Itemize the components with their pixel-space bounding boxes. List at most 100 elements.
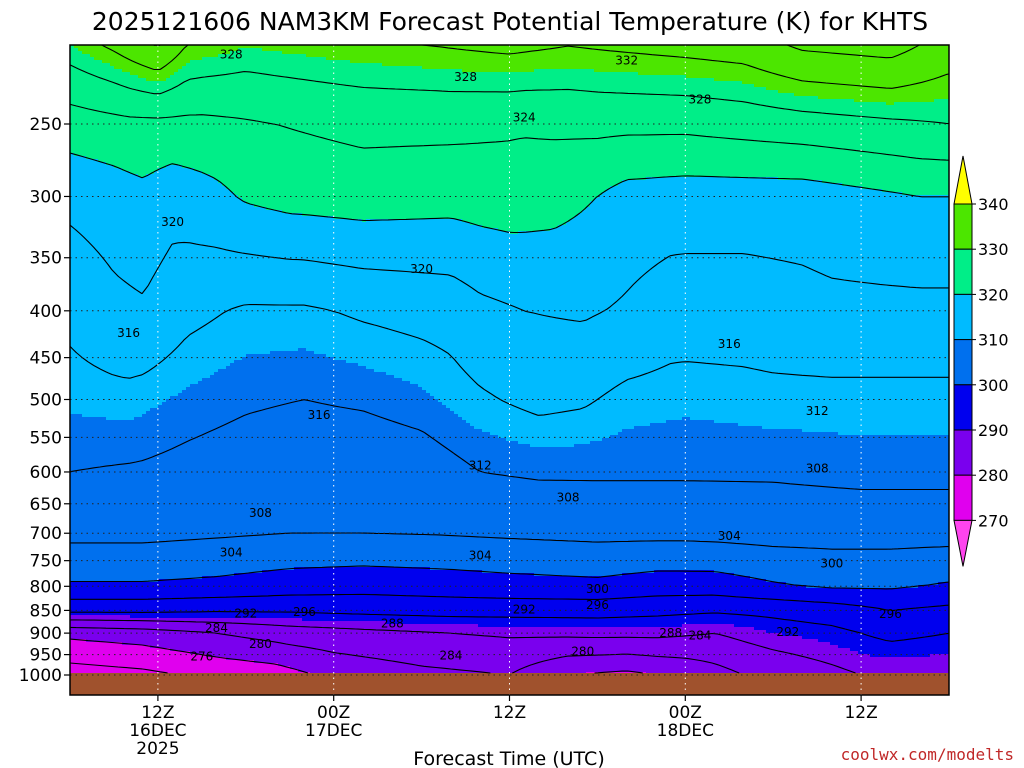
isentrope-332 [101, 45, 949, 89]
y-tick-label: 400 [30, 302, 62, 322]
colorbar-segment [953, 339, 973, 386]
y-tick-label: 600 [30, 463, 62, 483]
contour-label: 296 [293, 605, 316, 619]
contour-label: 288 [381, 616, 404, 630]
isentrope-284 [70, 626, 740, 674]
colorbar-label: 290 [978, 421, 1009, 440]
colorbar-segment [953, 474, 973, 521]
contour-label: 284 [439, 648, 462, 662]
contour-label: 332 [615, 53, 638, 67]
contour-label: 312 [469, 458, 492, 472]
x-tick-label: 12Z [141, 703, 174, 723]
x-tick-label: 18DEC [657, 721, 714, 741]
contour-label: 300 [820, 556, 843, 570]
isentrope-292 [70, 611, 949, 642]
contour-label: 312 [806, 404, 829, 418]
isentrope-316 [70, 224, 949, 323]
isentrope-300 [70, 565, 949, 590]
contour-label: 328 [220, 48, 243, 62]
y-tick-label: 250 [30, 115, 62, 135]
isentrope-308 [70, 399, 949, 491]
colorbar-segment [953, 384, 973, 431]
temperature-fill [70, 45, 949, 695]
x-axis-label: Forecast Time (UTC) [413, 748, 604, 768]
contour-label: 316 [718, 337, 741, 351]
contour-label: 320 [161, 215, 184, 229]
contour-label: 284 [688, 628, 711, 642]
y-tick-label: 450 [30, 349, 62, 369]
contour-label: 280 [249, 637, 272, 651]
y-tick-label: 500 [30, 391, 62, 411]
y-tick-label: 750 [30, 552, 62, 572]
colorbar-label: 270 [978, 511, 1009, 530]
grid [70, 45, 949, 695]
isentrope-contours [70, 45, 949, 674]
isentrope-324 [70, 103, 949, 161]
contour-label: 292 [776, 625, 799, 639]
contour-label: 304 [220, 546, 243, 560]
contour-label: 280 [571, 644, 594, 658]
y-tick-label: 550 [30, 428, 62, 448]
colorbar: 340 330 320 310 300 290 280 270 [953, 155, 1009, 567]
isentrope-296 [70, 593, 949, 612]
contour-label: 284 [205, 621, 228, 635]
contour-label: 328 [688, 92, 711, 106]
contour-label: 292 [513, 602, 536, 616]
colorbar-label: 320 [978, 285, 1009, 304]
y-tick-label: 850 [30, 601, 62, 621]
y-tick-label: 950 [30, 646, 62, 666]
isentrope-288 [70, 619, 856, 674]
contour-label: 316 [308, 408, 331, 422]
colorbar-segment [953, 248, 973, 295]
contour-label: 304 [469, 548, 492, 562]
x-tick-label: 12Z [844, 703, 877, 723]
contour-label: 296 [586, 598, 609, 612]
contour-label: 328 [454, 70, 477, 84]
contour-label: 308 [249, 506, 272, 520]
colorbar-label: 330 [978, 240, 1009, 259]
contour-label: 300 [586, 582, 609, 596]
y-tick-label: 800 [30, 577, 62, 597]
colorbar-segment [953, 203, 973, 250]
y-tick-label: 1000 [19, 666, 62, 686]
x-tick-label: 00Z [669, 703, 702, 723]
x-tick-label: 17DEC [305, 721, 362, 741]
contour-label: 320 [410, 262, 433, 276]
x-tick-label: 16DEC [129, 721, 186, 741]
isentrope-320 [70, 152, 949, 234]
isentrope-312 [70, 303, 949, 416]
colorbar-label: 280 [978, 466, 1009, 485]
contour-label: 288 [659, 626, 682, 640]
colorbar-label: 310 [978, 331, 1009, 350]
x-tick-label: 2025 [136, 739, 179, 759]
isentrope-280 [70, 638, 643, 674]
contour-label: 308 [806, 462, 829, 476]
colorbar-label: 340 [978, 195, 1009, 214]
contour-label: 324 [513, 111, 536, 125]
y-tick-label: 700 [30, 524, 62, 544]
y-tick-label: 650 [30, 495, 62, 515]
x-tick-label: 12Z [493, 703, 526, 723]
colorbar-label: 300 [978, 376, 1009, 395]
x-tick-label: 00Z [317, 703, 350, 723]
contour-label: 308 [557, 491, 580, 505]
y-tick-label: 350 [30, 249, 62, 269]
contour-label: 316 [117, 326, 140, 340]
colorbar-segment [953, 293, 973, 341]
contour-label: 304 [718, 529, 741, 543]
isentrope-276 [70, 662, 168, 674]
colorbar-bottom-arrow [953, 519, 973, 567]
y-axis: 250 300 350 400 450 500 550 600 650 700 750 800 850 9… [19, 115, 70, 686]
isentrope-304 [70, 532, 949, 550]
contour-label: 292 [234, 607, 257, 621]
colorbar-segment [953, 429, 973, 476]
contour-label: 296 [879, 607, 902, 621]
credit-text: coolwx.com/modelts [841, 745, 1014, 764]
y-tick-label: 300 [30, 187, 62, 207]
contour-labels: 328 328 332 328 324 320 320 316 316 316 312 312 308 3… [117, 48, 902, 664]
y-tick-label: 900 [30, 624, 62, 644]
contour-label: 276 [190, 650, 213, 664]
chart-title: 2025121606 NAM3KM Forecast Potential Tem… [92, 7, 928, 36]
